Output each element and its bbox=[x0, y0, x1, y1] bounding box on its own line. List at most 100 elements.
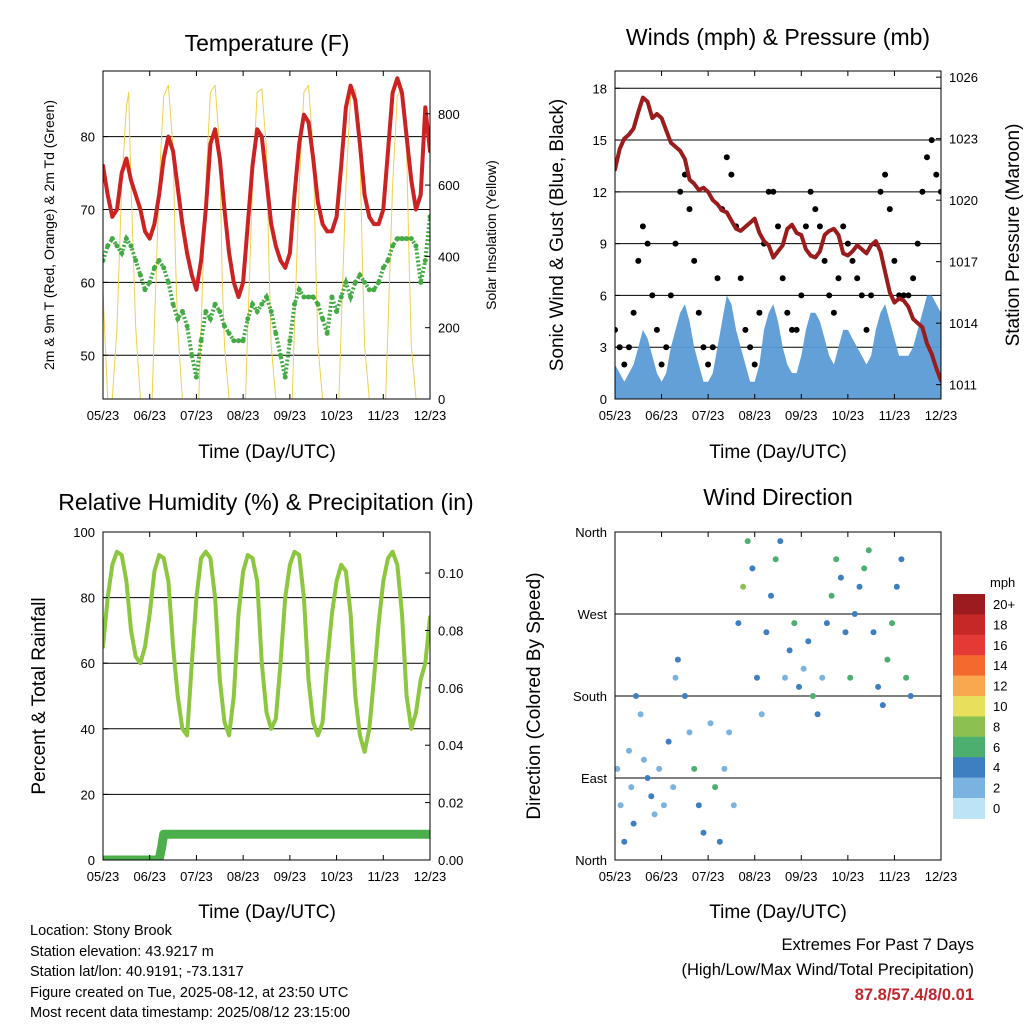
series-point bbox=[686, 206, 693, 213]
temperature-xlabel: Time (Day/UTC) bbox=[198, 442, 336, 463]
y-tick-label: North bbox=[575, 525, 607, 540]
extremes-heading: Extremes For Past 7 Days bbox=[781, 936, 974, 954]
direction-point bbox=[749, 565, 756, 572]
direction-point bbox=[898, 556, 905, 563]
series-point bbox=[667, 292, 674, 299]
x-tick-label: 10/23 bbox=[320, 869, 353, 884]
direction-point bbox=[700, 829, 707, 836]
y-right-tick-label: 1011 bbox=[949, 378, 977, 393]
series-point bbox=[775, 223, 781, 230]
x-tick-label: 09/23 bbox=[785, 869, 818, 884]
x-tick-label: 12/23 bbox=[414, 869, 447, 884]
series-point bbox=[635, 257, 642, 264]
legend-swatch bbox=[953, 798, 985, 819]
x-tick-label: 05/23 bbox=[599, 408, 632, 423]
series-point bbox=[705, 361, 712, 368]
direction-point bbox=[712, 784, 719, 791]
direction-point bbox=[648, 793, 655, 800]
legend-label: 14 bbox=[993, 658, 1007, 673]
direction-ylabel: Direction (Colored By Speed) bbox=[524, 572, 545, 819]
x-tick-label: 11/23 bbox=[879, 408, 911, 423]
x-tick-label: 05/23 bbox=[87, 869, 120, 884]
direction-point bbox=[651, 811, 658, 818]
series-point bbox=[658, 361, 665, 368]
direction-point bbox=[861, 565, 868, 572]
series-point bbox=[816, 223, 823, 230]
y-right-tick-label: 0.08 bbox=[438, 623, 463, 638]
series-area bbox=[615, 295, 941, 399]
x-tick-label: 10/23 bbox=[320, 408, 353, 423]
direction-point bbox=[879, 702, 886, 709]
y-tick-label: 80 bbox=[81, 591, 95, 606]
series-point bbox=[919, 188, 926, 195]
series-point bbox=[900, 292, 907, 299]
legend-swatch bbox=[953, 634, 985, 656]
direction-point bbox=[686, 729, 693, 736]
legend-label: 4 bbox=[993, 760, 1000, 775]
y-tick-label: 0 bbox=[88, 853, 95, 868]
series-group bbox=[103, 76, 430, 399]
direction-point bbox=[772, 556, 779, 563]
legend-label: 12 bbox=[993, 679, 1007, 694]
direction-point bbox=[630, 820, 637, 827]
series-point bbox=[812, 206, 819, 213]
series-point bbox=[891, 257, 898, 264]
direction-point bbox=[884, 656, 891, 663]
direction-point bbox=[740, 583, 747, 590]
extremes-legend: (High/Low/Max Wind/Total Precipitation) bbox=[681, 961, 974, 979]
series-point bbox=[863, 326, 870, 333]
direction-point bbox=[617, 802, 624, 809]
series-point bbox=[835, 275, 842, 282]
direction-point bbox=[893, 583, 900, 590]
direction-point bbox=[889, 620, 896, 627]
legend-label: 16 bbox=[993, 638, 1007, 653]
y-tick-label: 40 bbox=[81, 722, 95, 737]
y-right-tick-label: 0.06 bbox=[438, 681, 463, 696]
y-right-tick-label: 0.00 bbox=[438, 853, 463, 868]
direction-point bbox=[823, 620, 830, 627]
series-point bbox=[840, 223, 847, 230]
series-point bbox=[896, 292, 903, 299]
winds-title: Winds (mph) & Pressure (mb) bbox=[626, 24, 930, 50]
series-point bbox=[849, 257, 856, 264]
winds-panel: Winds (mph) & Pressure (mb) 0 3 6 9 12 15 18 10… bbox=[547, 24, 1024, 463]
series-point bbox=[621, 361, 628, 368]
series-point bbox=[695, 309, 702, 316]
y-right-tick-label: 800 bbox=[438, 107, 460, 122]
y-tick-label: 70 bbox=[81, 202, 95, 217]
winds-marks bbox=[615, 95, 941, 399]
direction-point bbox=[644, 775, 651, 781]
legend-label: 6 bbox=[993, 740, 1000, 755]
y-tick-label: 15 bbox=[593, 133, 607, 148]
legend-swatch bbox=[953, 777, 985, 799]
series-group bbox=[615, 538, 914, 845]
series-point bbox=[653, 326, 660, 333]
legend-swatch bbox=[953, 655, 985, 677]
series-point bbox=[821, 257, 828, 264]
direction-point bbox=[763, 629, 770, 636]
x-tick-label: 05/23 bbox=[87, 408, 120, 423]
series-point bbox=[938, 188, 941, 195]
direction-point bbox=[633, 693, 639, 699]
direction-point bbox=[819, 674, 826, 681]
series-point bbox=[639, 223, 646, 230]
direction-point bbox=[681, 693, 688, 699]
legend-label: 0 bbox=[993, 801, 1000, 816]
direction-point bbox=[730, 802, 737, 809]
humidity-marks bbox=[103, 549, 430, 860]
series-point bbox=[924, 154, 930, 161]
series-point bbox=[672, 240, 679, 247]
direction-point bbox=[656, 765, 663, 772]
x-tick-label: 12/23 bbox=[925, 869, 958, 884]
series-point bbox=[854, 275, 861, 282]
humidity-panel: Relative Humidity (%) & Precipitation (i… bbox=[29, 489, 474, 923]
legend-label: 8 bbox=[993, 719, 1000, 734]
legend-label: 18 bbox=[993, 617, 1007, 632]
series-point bbox=[802, 223, 809, 230]
legend-label: 2 bbox=[993, 781, 1000, 796]
x-tick-label: 08/23 bbox=[738, 869, 771, 884]
direction-point bbox=[809, 693, 816, 699]
